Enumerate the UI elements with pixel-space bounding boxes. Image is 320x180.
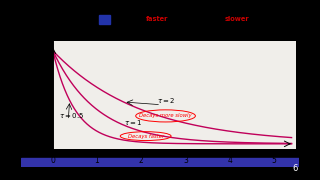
Text: 6: 6 [292,164,298,173]
Text: 7.1 The Source-Free RC Circuit: 7.1 The Source-Free RC Circuit [70,5,250,18]
Text: Decays faster: Decays faster [128,134,164,139]
Text: $= e^{-t/\tau}$: $= e^{-t/\tau}$ [16,57,41,68]
Text: slower: slower [225,16,249,22]
Text: for small τ  and: for small τ and [168,16,225,22]
Text: Decays more slowly: Decays more slowly [139,113,192,118]
Text: for large τ.: for large τ. [249,16,288,22]
Bar [99,15,110,24]
Text: $\frac{v}{V_0}$: $\frac{v}{V_0}$ [19,36,28,52]
Bar [21,158,299,167]
Text: v decays: v decays [112,16,146,22]
Text: faster: faster [146,16,168,22]
Text: $t$: $t$ [295,148,301,159]
Text: $\tau = 0.5$: $\tau = 0.5$ [60,111,85,120]
Text: $\tau = 1$: $\tau = 1$ [124,118,142,127]
Text: $\tau = 2$: $\tau = 2$ [157,96,175,105]
